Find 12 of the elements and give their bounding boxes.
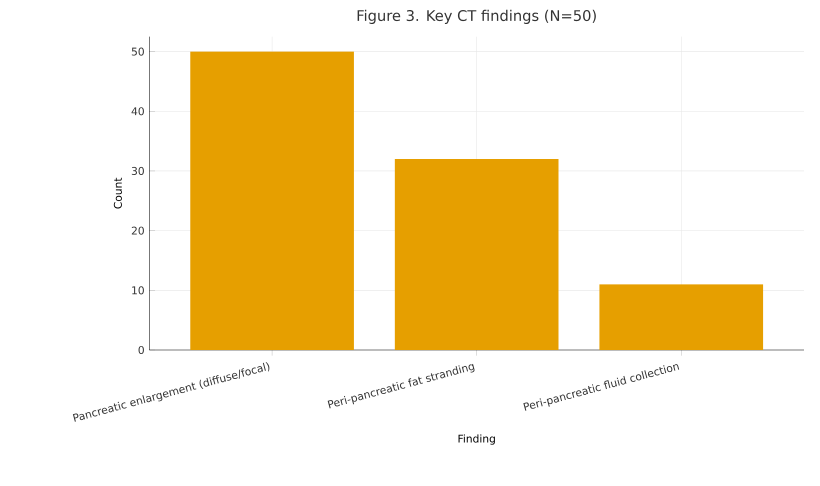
bar (394, 159, 559, 350)
y-tick-label: 10 (132, 286, 144, 294)
bar (190, 52, 354, 350)
x-axis-title: Finding (458, 434, 495, 445)
y-tick-label: 20 (132, 226, 144, 235)
y-tick-label: 30 (132, 166, 144, 175)
y-tick-label: 50 (132, 48, 144, 56)
y-axis-title: Count (114, 178, 122, 209)
y-tick-label: 40 (132, 107, 144, 116)
bar (599, 284, 764, 350)
y-tick-label: 0 (138, 346, 144, 354)
chart-title: Figure 3. Key CT findings (N=50) (358, 10, 596, 24)
